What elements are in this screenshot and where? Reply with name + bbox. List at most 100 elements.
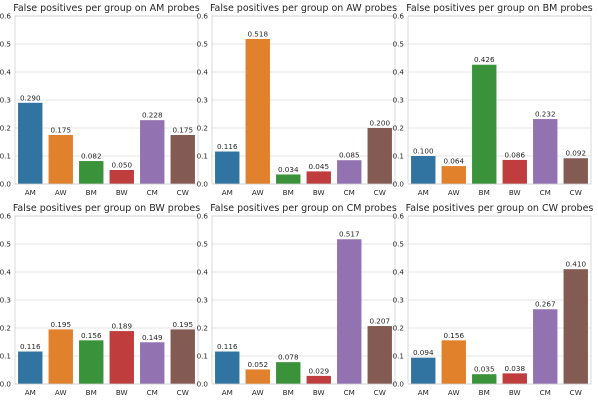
y-tick-label: 0.4 bbox=[393, 68, 405, 77]
x-tick-label: AM bbox=[222, 188, 233, 197]
x-tick-label: CM bbox=[147, 388, 158, 397]
chart-5: False positives per group on CM probes0.… bbox=[197, 203, 397, 397]
y-tick-label: 0.5 bbox=[393, 240, 404, 249]
data-label: 0.207 bbox=[369, 317, 390, 326]
y-tick-label: 0.0 bbox=[0, 380, 11, 389]
bar-aw bbox=[245, 38, 270, 185]
bar-cm bbox=[533, 119, 558, 184]
chart-title: False positives per group on AM probes bbox=[13, 3, 199, 14]
data-label: 0.092 bbox=[565, 149, 586, 158]
bar-cw bbox=[367, 128, 392, 184]
y-tick-label: 0.5 bbox=[197, 240, 208, 249]
bar-am bbox=[18, 351, 43, 384]
bar-aw bbox=[441, 340, 466, 384]
plot-frame bbox=[407, 215, 592, 385]
bar-bw bbox=[306, 171, 331, 184]
x-tick-label: AM bbox=[222, 388, 233, 397]
x-tick-label: AM bbox=[25, 188, 36, 197]
x-tick-label: BM bbox=[283, 188, 294, 197]
y-tick-label: 0.3 bbox=[393, 96, 404, 105]
x-tick-label: AW bbox=[448, 188, 460, 197]
data-label: 0.195 bbox=[172, 320, 193, 329]
data-label: 0.116 bbox=[20, 342, 41, 351]
data-label: 0.064 bbox=[443, 157, 464, 166]
y-tick-label: 0.5 bbox=[0, 40, 11, 49]
bar-am bbox=[215, 151, 240, 184]
y-tick-label: 0.5 bbox=[197, 40, 208, 49]
y-tick-label: 0.2 bbox=[393, 324, 404, 333]
data-label: 0.038 bbox=[504, 364, 525, 373]
bar-bw bbox=[502, 159, 527, 184]
x-tick-label: BW bbox=[509, 388, 521, 397]
y-tick-label: 0.4 bbox=[197, 68, 209, 77]
x-tick-label: CW bbox=[374, 188, 386, 197]
y-tick-label: 0.3 bbox=[393, 296, 404, 305]
x-tick-label: BW bbox=[116, 388, 128, 397]
chart-title: False positives per group on AW probes bbox=[210, 3, 397, 14]
data-label: 0.045 bbox=[308, 162, 329, 171]
x-tick-label: CM bbox=[540, 188, 551, 197]
bar-cw bbox=[170, 329, 195, 384]
data-label: 0.034 bbox=[278, 165, 299, 174]
x-tick-label: BW bbox=[313, 188, 325, 197]
chart-title: False positives per group on BM probes bbox=[406, 3, 593, 14]
x-tick-label: AW bbox=[252, 388, 264, 397]
x-tick-label: CM bbox=[147, 188, 158, 197]
bar-cm bbox=[337, 160, 362, 184]
plot-frame bbox=[211, 15, 396, 185]
x-tick-label: BM bbox=[479, 388, 490, 397]
y-tick-label: 0.3 bbox=[197, 96, 208, 105]
chart-2: False positives per group on AW probes 0.… bbox=[197, 3, 398, 197]
y-tick-label: 0.4 bbox=[0, 68, 11, 77]
x-tick-label: AM bbox=[25, 388, 36, 397]
y-tick-label: 0.3 bbox=[0, 96, 11, 105]
y-tick-label: 0.2 bbox=[393, 124, 404, 133]
bar-cw bbox=[170, 135, 195, 184]
y-tick-label: 0.0 bbox=[393, 180, 405, 189]
chart-title: False positives per group on BW probes bbox=[13, 203, 200, 214]
y-tick-label: 0.2 bbox=[0, 324, 11, 333]
bar-cw bbox=[563, 158, 588, 184]
x-tick-label: CW bbox=[374, 388, 386, 397]
bar-cm bbox=[140, 342, 165, 384]
bar-cw bbox=[563, 269, 588, 384]
data-label: 0.156 bbox=[81, 331, 102, 340]
bar-bw bbox=[502, 373, 527, 384]
y-tick-label: 0.5 bbox=[393, 40, 404, 49]
y-tick-label: 0.1 bbox=[197, 352, 208, 361]
data-label: 0.175 bbox=[172, 126, 193, 135]
x-tick-label: CM bbox=[344, 188, 355, 197]
data-label: 0.100 bbox=[413, 147, 434, 156]
data-label: 0.232 bbox=[535, 110, 556, 119]
x-tick-label: CW bbox=[177, 188, 189, 197]
data-label: 0.228 bbox=[142, 111, 163, 120]
x-tick-label: AM bbox=[418, 388, 429, 397]
data-label: 0.116 bbox=[217, 142, 238, 151]
bar-bw bbox=[306, 375, 331, 384]
data-label: 0.052 bbox=[247, 360, 268, 369]
bar-am bbox=[411, 156, 436, 184]
data-label: 0.517 bbox=[339, 230, 360, 239]
y-tick-label: 0.4 bbox=[0, 268, 11, 277]
data-label: 0.410 bbox=[565, 260, 586, 269]
y-tick-label: 0.1 bbox=[0, 152, 11, 161]
data-label: 0.029 bbox=[308, 366, 329, 375]
bar-cm bbox=[337, 239, 362, 384]
x-tick-label: CM bbox=[540, 388, 551, 397]
x-tick-label: AW bbox=[252, 188, 264, 197]
data-label: 0.175 bbox=[50, 126, 71, 135]
data-label: 0.078 bbox=[278, 353, 299, 362]
data-label: 0.035 bbox=[474, 365, 495, 374]
bar-aw bbox=[441, 166, 466, 184]
bar-aw bbox=[48, 135, 73, 184]
y-tick-label: 0.5 bbox=[0, 240, 11, 249]
chart-4: False positives per group on BW probes 0.… bbox=[0, 203, 200, 397]
x-tick-label: AW bbox=[55, 388, 67, 397]
y-tick-label: 0.0 bbox=[393, 380, 405, 389]
x-tick-label: BM bbox=[86, 388, 97, 397]
data-label: 0.149 bbox=[142, 333, 163, 342]
y-tick-label: 0.6 bbox=[393, 212, 405, 221]
y-tick-label: 0.1 bbox=[393, 152, 404, 161]
y-tick-label: 0.3 bbox=[197, 296, 208, 305]
data-label: 0.156 bbox=[443, 331, 464, 340]
